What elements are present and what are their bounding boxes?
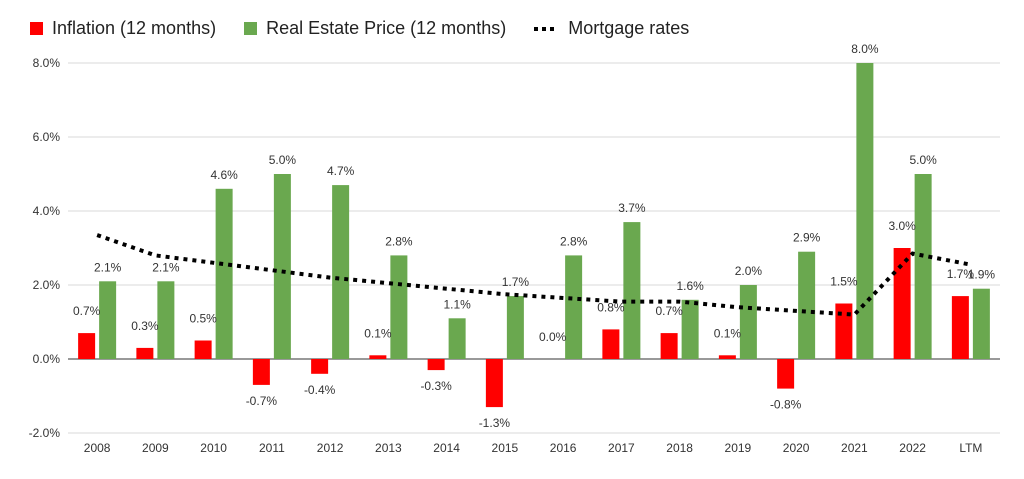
y-tick-label: 6.0% bbox=[33, 130, 61, 144]
y-tick-label: 2.0% bbox=[33, 278, 61, 292]
inflation-data-label: 3.0% bbox=[888, 219, 916, 233]
real-estate-bar bbox=[856, 63, 874, 359]
real-estate-data-label: 1.1% bbox=[443, 297, 471, 311]
inflation-data-label: 0.3% bbox=[131, 319, 159, 333]
x-tick-label: 2019 bbox=[725, 441, 752, 455]
inflation-bar bbox=[485, 359, 503, 408]
real-estate-bar bbox=[273, 174, 291, 359]
inflation-bar bbox=[951, 296, 969, 359]
real-estate-data-label: 2.1% bbox=[152, 260, 180, 274]
x-tick-label: 2012 bbox=[317, 441, 344, 455]
inflation-bar bbox=[78, 333, 96, 359]
inflation-data-label: -0.3% bbox=[420, 379, 452, 393]
x-tick-label: 2017 bbox=[608, 441, 635, 455]
legend-label-mortgage: Mortgage rates bbox=[568, 18, 690, 38]
legend-item-inflation: Inflation (12 months) bbox=[30, 18, 216, 39]
inflation-data-label: -0.7% bbox=[246, 394, 278, 408]
legend-item-real-estate: Real Estate Price (12 months) bbox=[244, 18, 506, 39]
real-estate-data-label: 4.6% bbox=[210, 168, 238, 182]
inflation-bar bbox=[136, 347, 154, 359]
dotted-line-icon bbox=[534, 26, 558, 31]
real-estate-bar bbox=[332, 185, 350, 359]
real-estate-data-label: 5.0% bbox=[269, 153, 297, 167]
x-tick-label: 2022 bbox=[899, 441, 926, 455]
x-tick-label: 2021 bbox=[841, 441, 868, 455]
y-tick-label: -2.0% bbox=[29, 426, 61, 440]
real-estate-data-label: 8.0% bbox=[851, 42, 879, 56]
real-estate-bar bbox=[506, 296, 524, 359]
real-estate-bar bbox=[565, 255, 583, 359]
inflation-data-label: -0.8% bbox=[770, 398, 802, 412]
inflation-bar bbox=[369, 355, 387, 359]
legend-label-inflation: Inflation (12 months) bbox=[52, 18, 217, 38]
mortgage-rate-line bbox=[96, 233, 972, 317]
real-estate-data-label: 1.7% bbox=[502, 275, 530, 289]
x-tick-label: 2020 bbox=[783, 441, 810, 455]
legend: Inflation (12 months) Real Estate Price … bbox=[30, 18, 717, 39]
real-estate-bar bbox=[390, 255, 408, 359]
real-estate-data-label: 2.8% bbox=[385, 234, 413, 248]
inflation-data-label: 1.5% bbox=[830, 275, 858, 289]
inflation-bar bbox=[311, 359, 329, 374]
real-estate-bar bbox=[215, 188, 233, 359]
inflation-bar bbox=[427, 359, 445, 371]
real-estate-bar bbox=[914, 174, 932, 359]
real-estate-data-label: 1.6% bbox=[676, 279, 704, 293]
inflation-data-label: 0.8% bbox=[597, 300, 625, 314]
real-estate-data-label: 2.9% bbox=[793, 231, 821, 245]
real-estate-data-label: 2.8% bbox=[560, 234, 588, 248]
x-tick-label: 2018 bbox=[666, 441, 693, 455]
inflation-data-label: 0.1% bbox=[364, 326, 392, 340]
inflation-data-label: 0.7% bbox=[73, 304, 101, 318]
y-tick-label: 8.0% bbox=[33, 56, 61, 70]
real-estate-bar bbox=[623, 222, 641, 359]
real-estate-bar bbox=[798, 251, 816, 359]
inflation-data-label: 0.5% bbox=[189, 312, 217, 326]
inflation-bar bbox=[660, 333, 678, 359]
y-tick-label: 4.0% bbox=[33, 204, 61, 218]
x-tick-label: 2009 bbox=[142, 441, 169, 455]
inflation-data-label: -1.3% bbox=[479, 416, 511, 430]
real-estate-data-label: 1.9% bbox=[968, 268, 996, 282]
x-tick-label: 2011 bbox=[259, 441, 285, 455]
real-estate-data-label: 3.7% bbox=[618, 201, 646, 215]
x-tick-label: 2014 bbox=[433, 441, 460, 455]
x-tick-label: 2016 bbox=[550, 441, 577, 455]
legend-label-real-estate: Real Estate Price (12 months) bbox=[266, 18, 507, 38]
x-tick-label: 2010 bbox=[200, 441, 227, 455]
inflation-bar bbox=[777, 359, 795, 389]
real-estate-bar bbox=[448, 318, 466, 359]
inflation-bar bbox=[252, 359, 270, 385]
inflation-data-label: 1.7% bbox=[947, 267, 975, 281]
inflation-bar bbox=[893, 248, 911, 359]
inflation-bar bbox=[194, 340, 212, 359]
y-tick-label: 0.0% bbox=[33, 352, 61, 366]
inflation-data-label: 0.1% bbox=[714, 326, 742, 340]
inflation-bar bbox=[835, 303, 853, 359]
inflation-data-label: 0.7% bbox=[655, 304, 683, 318]
real-estate-bar bbox=[157, 281, 175, 359]
x-tick-label: 2015 bbox=[492, 441, 519, 455]
real-estate-bar bbox=[99, 281, 117, 359]
real-estate-data-label: 2.0% bbox=[735, 264, 763, 278]
inflation-data-label: -0.4% bbox=[304, 383, 336, 397]
real-estate-data-label: 2.1% bbox=[94, 260, 122, 274]
real-estate-data-label: 4.7% bbox=[327, 164, 355, 178]
real-estate-bar bbox=[739, 285, 757, 359]
inflation-data-label: 0.0% bbox=[539, 330, 567, 344]
inflation-bar bbox=[718, 355, 736, 359]
legend-item-mortgage: Mortgage rates bbox=[534, 18, 689, 39]
real-estate-bar bbox=[972, 288, 990, 359]
x-tick-label: 2013 bbox=[375, 441, 402, 455]
inflation-bar bbox=[602, 329, 620, 359]
real-estate-data-label: 5.0% bbox=[909, 153, 937, 167]
x-tick-label: LTM bbox=[959, 441, 982, 455]
red-square-icon bbox=[30, 22, 43, 35]
real-estate-bar bbox=[681, 299, 699, 359]
x-tick-label: 2008 bbox=[84, 441, 111, 455]
green-square-icon bbox=[244, 22, 258, 35]
